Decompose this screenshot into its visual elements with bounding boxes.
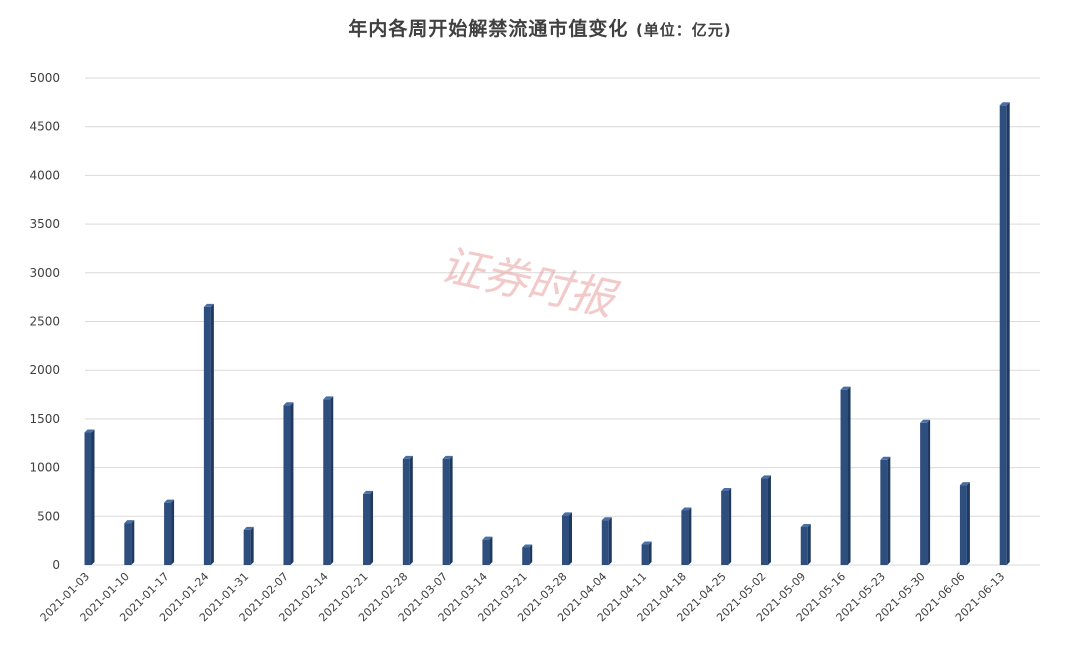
y-tick-label: 2500	[29, 315, 60, 329]
bar-top-2021-04-25	[721, 487, 732, 491]
bar-2021-01-24	[203, 306, 211, 565]
bar-2021-05-30	[920, 422, 928, 565]
bar-side-2021-02-14	[330, 396, 334, 565]
bar-2021-01-31	[243, 529, 251, 565]
bar-side-2021-04-18	[688, 507, 692, 565]
bar-2021-02-28	[402, 458, 410, 565]
bar-2021-01-17	[164, 502, 172, 565]
bar-top-2021-03-21	[522, 544, 533, 548]
bar-side-2021-02-07	[290, 402, 294, 565]
gridlines	[85, 77, 1040, 566]
y-tick-label: 0	[52, 558, 60, 572]
bar-side-2021-05-23	[887, 456, 891, 565]
bar-2021-03-28	[562, 515, 569, 565]
bars	[84, 102, 1010, 565]
bar-side-2021-06-06	[966, 482, 970, 565]
bar-side-2021-02-21	[370, 490, 374, 565]
bar-2021-02-21	[363, 493, 371, 565]
bar-2021-04-11	[641, 544, 649, 565]
bar-top-2021-05-30	[920, 419, 931, 423]
y-tick-label: 4500	[29, 120, 60, 134]
bar-2021-06-06	[959, 485, 967, 565]
bar-side-2021-05-09	[807, 524, 811, 565]
bar-2021-01-10	[124, 523, 132, 565]
bar-2021-02-07	[283, 405, 291, 565]
bar-2021-03-14	[482, 539, 490, 565]
bar-side-2021-04-11	[648, 541, 652, 565]
bar-top-2021-01-17	[164, 499, 175, 503]
bar-2021-04-25	[721, 490, 729, 565]
bar-side-2021-01-24	[210, 303, 214, 565]
bar-top-2021-01-31	[243, 526, 254, 530]
y-tick-label: 5000	[29, 71, 60, 85]
bar-2021-03-21	[522, 547, 530, 565]
bar-2021-05-16	[840, 389, 848, 565]
y-tick-label: 4000	[29, 168, 60, 182]
bar-top-2021-05-23	[880, 456, 891, 460]
bar-2021-05-02	[760, 478, 768, 565]
y-tick-label: 1000	[29, 461, 60, 475]
bar-side-2021-03-07	[449, 455, 453, 565]
bar-top-2021-06-13	[999, 102, 1010, 106]
bar-2021-05-23	[880, 459, 888, 565]
bar-side-2021-06-13	[1006, 102, 1010, 565]
bar-2021-03-07	[442, 458, 450, 565]
bar-side-2021-01-17	[171, 499, 175, 565]
bar-top-2021-04-18	[681, 507, 692, 511]
bar-side-2021-03-14	[489, 536, 493, 565]
bar-side-2021-05-30	[927, 419, 931, 565]
bar-top-2021-04-11	[641, 541, 652, 545]
bar-top-2021-02-14	[323, 396, 334, 400]
bar-top-2021-03-14	[482, 536, 493, 540]
bar-2021-04-04	[601, 520, 609, 565]
bar-2021-02-14	[323, 399, 331, 565]
bar-top-2021-03-07	[442, 455, 453, 459]
bar-2021-06-13	[999, 105, 1007, 565]
x-axis-ticks: 2021-01-032021-01-102021-01-172021-01-24…	[38, 570, 1008, 624]
bar-top-2021-05-16	[840, 386, 851, 390]
bar-top-2021-01-24	[203, 303, 214, 307]
bar-side-2021-03-21	[529, 544, 533, 565]
y-tick-label: 3000	[29, 266, 60, 280]
bar-side-2021-04-04	[608, 517, 612, 565]
y-tick-label: 500	[37, 509, 60, 523]
bar-2021-04-18	[681, 510, 689, 565]
bar-side-2021-05-16	[847, 386, 851, 565]
bar-top-2021-02-07	[283, 402, 294, 406]
y-tick-label: 3500	[29, 217, 60, 231]
chart-title: 年内各周开始解禁流通市值变化 (单位：亿元)	[0, 14, 1080, 41]
watermark-text: 证券时报	[436, 240, 624, 328]
bar-top-2021-06-06	[959, 482, 970, 486]
y-tick-label: 2000	[29, 363, 60, 377]
chart-title-unit: (单位：亿元)	[635, 21, 732, 39]
y-tick-label: 1500	[29, 412, 60, 426]
bar-top-2021-02-21	[363, 490, 374, 494]
bar-top-2021-05-02	[760, 475, 771, 479]
bar-top-2021-01-10	[124, 520, 135, 524]
bar-top-2021-01-03	[84, 429, 95, 433]
bar-side-2021-04-25	[728, 487, 732, 565]
bar-2021-05-09	[800, 527, 808, 565]
bar-side-2021-01-03	[91, 429, 95, 565]
bar-side-2021-05-02	[767, 475, 771, 565]
bar-top-2021-03-28	[562, 512, 572, 516]
bar-2021-01-03	[84, 432, 92, 565]
bar-top-2021-04-04	[601, 517, 612, 521]
chart-title-text: 年内各周开始解禁流通市值变化	[348, 18, 629, 40]
bar-side-2021-01-31	[250, 526, 254, 565]
bar-top-2021-02-28	[402, 455, 413, 459]
bar-side-2021-02-28	[409, 455, 413, 565]
bar-side-2021-01-10	[131, 520, 135, 565]
y-axis-ticks: 0 500 1000 1500 2000 2500 3000 3500 4000 4500 5000	[29, 71, 60, 572]
bar-side-2021-03-28	[569, 512, 572, 565]
bar-top-2021-05-09	[800, 524, 811, 528]
